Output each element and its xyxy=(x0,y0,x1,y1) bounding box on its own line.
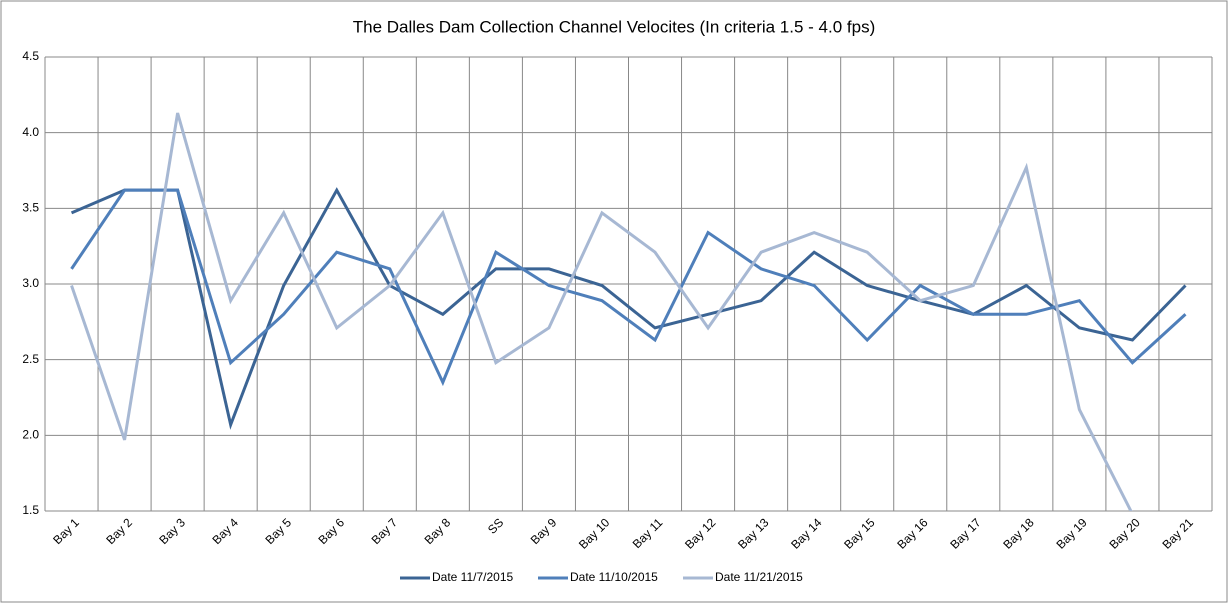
series-line xyxy=(70,187,1187,430)
series-line xyxy=(70,188,1187,387)
y-tick-label: 3.5 xyxy=(22,201,39,215)
legend-label: Date 11/21/2015 xyxy=(715,570,803,584)
legend-label: Date 11/10/2015 xyxy=(570,570,658,584)
y-tick-label: 2.0 xyxy=(22,428,39,442)
chart-title: The Dalles Dam Collection Channel Veloci… xyxy=(353,17,876,36)
legend-label: Date 11/7/2015 xyxy=(432,570,514,584)
series-line xyxy=(70,112,1133,511)
plot-lines xyxy=(70,112,1187,511)
y-tick-label: 4.0 xyxy=(22,125,39,139)
y-tick-label: 2.5 xyxy=(22,352,39,366)
y-tick-label: 3.0 xyxy=(22,276,39,290)
y-tick-label: 4.5 xyxy=(22,49,39,63)
y-tick-label: 1.5 xyxy=(22,503,39,517)
